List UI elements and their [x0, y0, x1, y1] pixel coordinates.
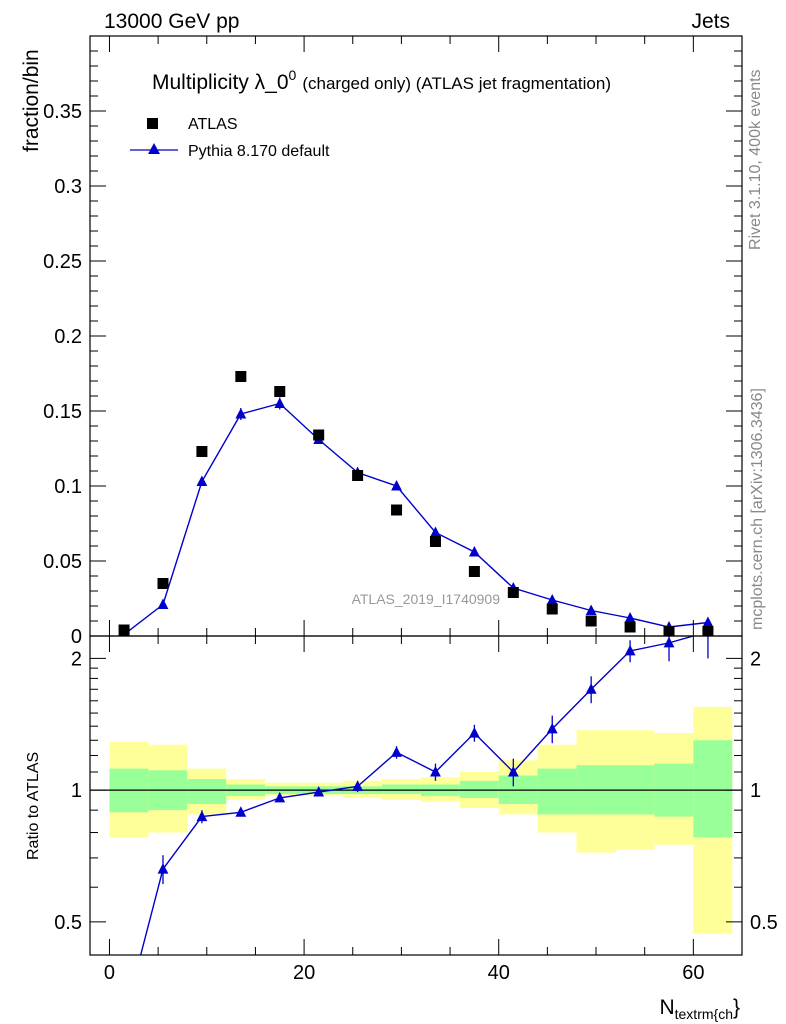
ratio-point	[196, 810, 208, 822]
pythia-point	[391, 480, 402, 491]
ratio-band-inner	[381, 784, 421, 794]
ratio-tick-label: 0.5	[54, 912, 82, 934]
atlas-point	[507, 587, 519, 598]
title-suffix: (charged only) (ATLAS jet fragmentation)	[302, 74, 611, 93]
pythia-point	[702, 616, 714, 627]
atlas-point	[468, 566, 480, 577]
ratio-point	[585, 683, 597, 694]
ratio-point	[119, 1013, 130, 1024]
atlas-point	[702, 626, 714, 636]
y-tick-label: 0.05	[43, 551, 82, 573]
ratio-band-inner	[187, 779, 227, 804]
legend-pythia-marker	[148, 143, 160, 154]
plot-title: Multiplicity λ_00 (charged only) (ATLAS j…	[152, 67, 611, 94]
x-label-main: N	[659, 996, 674, 1019]
legend-pythia-label: Pythia 8.170 default	[188, 143, 330, 160]
x-tick-label: 20	[293, 962, 315, 984]
atlas-point	[663, 626, 675, 636]
y-tick-label: 0.1	[54, 476, 82, 498]
pythia-point	[546, 594, 558, 605]
x-tick-label: 40	[488, 962, 510, 984]
y-axis-label: fraction/bin	[20, 49, 43, 152]
ratio-panel-frame	[89, 635, 743, 956]
ratio-band-inner	[537, 768, 577, 815]
atlas-point	[157, 578, 169, 589]
y-tick-label: 0.15	[43, 401, 82, 423]
ratio-point	[235, 806, 247, 817]
ratio-point	[274, 791, 286, 803]
ratio-panel-marks	[119, 636, 714, 1024]
atlas-point	[391, 504, 403, 516]
y-tick-label: 0	[71, 626, 82, 648]
ratio-band-inner	[459, 780, 499, 798]
y-tick-label: 0.25	[43, 251, 82, 273]
x-tick-label: 0	[104, 962, 115, 984]
ratio-point	[624, 644, 636, 656]
ratio-line	[139, 636, 696, 955]
axes: 00.050.10.150.20.250.30.350.5 0.51 12 20 20 4…	[43, 35, 778, 984]
header-left: 13000 GeV pp	[104, 10, 239, 33]
y-tick-label: 0.2	[54, 326, 82, 348]
ratio-tick-label: 2	[71, 648, 82, 670]
ratio-band-inner	[693, 740, 733, 838]
x-tick-label: 60	[682, 962, 704, 984]
atlas-point	[118, 624, 130, 636]
mcplots-label: mcplots.cern.ch [arXiv:1306.3436]	[749, 388, 766, 630]
y-tick-label: 0.35	[43, 101, 82, 123]
ratio-point	[430, 766, 441, 777]
x-label-close: }	[733, 996, 740, 1019]
rivet-label: Rivet 3.1.10, 400k events	[747, 69, 764, 250]
ratio-tick-label: 1	[71, 780, 82, 802]
pythia-point	[274, 397, 286, 408]
analysis-id: ATLAS_2019_I1740909	[352, 591, 501, 607]
y-tick-label: 0.3	[54, 176, 82, 198]
header-right: Jets	[691, 10, 730, 33]
atlas-point	[546, 603, 558, 615]
atlas-point	[235, 371, 247, 382]
ratio-point	[157, 863, 169, 874]
pythia-point	[585, 604, 597, 615]
ratio-tick-label-right: 2	[750, 648, 761, 670]
title-superscript: 0	[289, 67, 297, 83]
ratio-tick-label-right: 1	[750, 780, 761, 802]
pythia-point	[624, 612, 636, 623]
title-main: Multiplicity λ_0	[152, 71, 289, 94]
pythia-point	[468, 546, 480, 557]
ratio-tick-label-right: 0.5	[750, 912, 778, 934]
ratio-y-axis-label: Ratio to ATLAS	[25, 752, 42, 860]
atlas-point	[585, 615, 597, 627]
pythia-point	[157, 598, 169, 609]
pythia-line	[123, 402, 709, 636]
ratio-point	[507, 766, 519, 777]
pythia-point	[235, 408, 247, 419]
atlas-point	[429, 536, 441, 547]
legend-atlas-marker	[147, 118, 158, 129]
x-label-sub: textrm{ch	[675, 1006, 733, 1022]
atlas-point	[274, 386, 286, 397]
atlas-point	[352, 470, 364, 481]
ratio-point	[468, 727, 480, 738]
main-panel-marks	[118, 371, 714, 636]
ratio-point	[313, 786, 325, 797]
pythia-point	[430, 526, 441, 537]
ratio-point	[663, 636, 675, 648]
atlas-point	[196, 446, 208, 457]
ratio-point	[391, 746, 402, 757]
atlas-point	[624, 621, 636, 633]
x-axis-label: Ntextrm{ch}	[659, 996, 740, 1022]
pythia-point	[196, 475, 208, 486]
ratio-point	[352, 780, 364, 791]
atlas-point	[313, 429, 325, 441]
legend-atlas-label: ATLAS	[188, 116, 238, 133]
ratio-point	[546, 722, 558, 734]
ratio-uncertainty-bands	[90, 706, 742, 934]
